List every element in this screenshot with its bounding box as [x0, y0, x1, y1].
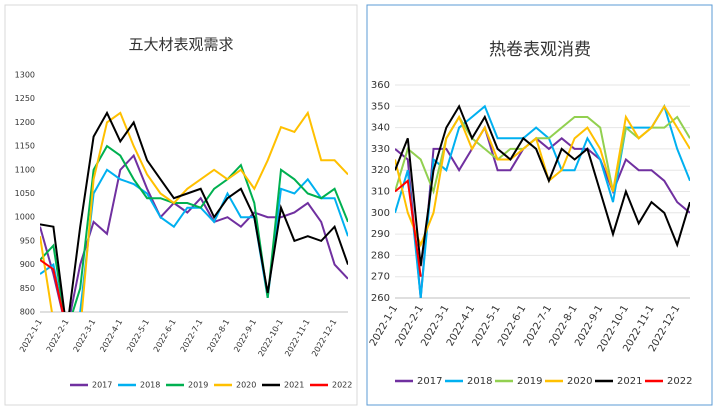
series-line — [40, 144, 348, 312]
chart-title: 五大材表观需求 — [128, 36, 233, 54]
y-tick-label: 1150 — [15, 142, 35, 151]
chart-title: 热卷表观消费 — [489, 40, 591, 60]
legend-label: 2019 — [517, 376, 542, 387]
legend-label: 2018 — [140, 381, 160, 390]
y-tick-label: 360 — [371, 80, 390, 91]
y-tick-label: 850 — [20, 284, 35, 293]
y-tick-label: 950 — [20, 236, 35, 245]
y-tick-label: 330 — [371, 144, 390, 155]
series-line — [40, 110, 348, 312]
y-tick-label: 260 — [371, 293, 390, 304]
y-tick-label: 1200 — [15, 118, 35, 127]
y-tick-label: 310 — [371, 187, 390, 198]
y-tick-label: 1250 — [15, 94, 35, 103]
y-tick-label: 1000 — [15, 213, 35, 222]
y-tick-label: 270 — [371, 272, 390, 283]
legend-label: 2018 — [467, 376, 492, 387]
legend-label: 2022 — [332, 381, 352, 390]
legend-label: 2017 — [417, 376, 442, 387]
y-tick-label: 800 — [20, 308, 35, 317]
legend-label: 2020 — [236, 381, 256, 390]
y-tick-label: 1100 — [15, 165, 35, 174]
left-panel — [4, 4, 358, 406]
y-tick-label: 350 — [371, 101, 390, 112]
y-tick-label: 340 — [371, 123, 390, 134]
legend-label: 2019 — [188, 381, 208, 390]
legend-label: 2021 — [617, 376, 642, 387]
y-tick-label: 1050 — [15, 189, 35, 198]
y-tick-label: 320 — [371, 165, 390, 176]
y-tick-label: 300 — [371, 208, 390, 219]
legend-label: 2017 — [92, 381, 112, 390]
y-tick-label: 1300 — [15, 71, 35, 80]
y-tick-label: 290 — [371, 229, 390, 240]
series-line — [40, 110, 348, 312]
series-line — [395, 104, 690, 248]
series-line — [395, 104, 690, 267]
series-line — [40, 259, 64, 312]
series-line — [395, 103, 690, 298]
y-tick-label: 900 — [20, 260, 35, 269]
series-line — [395, 178, 422, 277]
legend-label: 2021 — [284, 381, 304, 390]
legend-label: 2020 — [567, 376, 592, 387]
y-tick-label: 280 — [371, 250, 390, 261]
legend-label: 2022 — [667, 376, 692, 387]
